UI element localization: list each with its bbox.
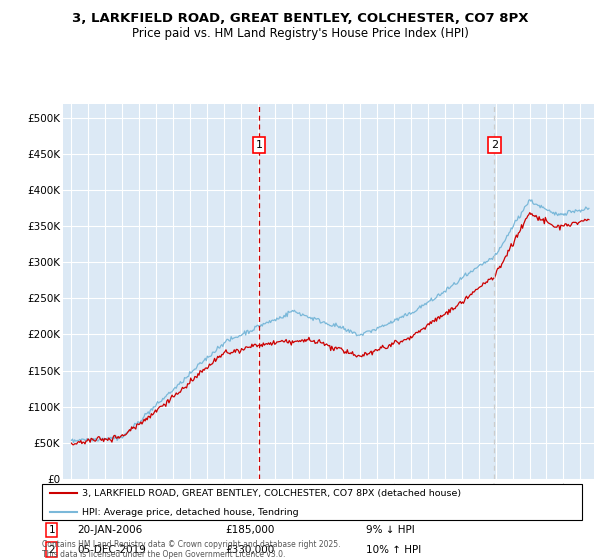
Text: 3, LARKFIELD ROAD, GREAT BENTLEY, COLCHESTER, CO7 8PX: 3, LARKFIELD ROAD, GREAT BENTLEY, COLCHE… xyxy=(72,12,528,25)
Text: Price paid vs. HM Land Registry's House Price Index (HPI): Price paid vs. HM Land Registry's House … xyxy=(131,27,469,40)
Text: 10% ↑ HPI: 10% ↑ HPI xyxy=(366,544,421,554)
Text: 1: 1 xyxy=(49,525,55,535)
FancyBboxPatch shape xyxy=(42,484,582,520)
Text: £185,000: £185,000 xyxy=(226,525,275,535)
Text: 2: 2 xyxy=(491,140,498,150)
Text: HPI: Average price, detached house, Tendring: HPI: Average price, detached house, Tend… xyxy=(83,508,299,517)
Text: 9% ↓ HPI: 9% ↓ HPI xyxy=(366,525,415,535)
Text: 2: 2 xyxy=(49,544,55,554)
Text: Contains HM Land Registry data © Crown copyright and database right 2025.
This d: Contains HM Land Registry data © Crown c… xyxy=(42,540,341,559)
Text: 05-DEC-2019: 05-DEC-2019 xyxy=(77,544,146,554)
Text: 1: 1 xyxy=(256,140,262,150)
Text: 3, LARKFIELD ROAD, GREAT BENTLEY, COLCHESTER, CO7 8PX (detached house): 3, LARKFIELD ROAD, GREAT BENTLEY, COLCHE… xyxy=(83,489,461,498)
Text: 20-JAN-2006: 20-JAN-2006 xyxy=(77,525,142,535)
Text: £330,000: £330,000 xyxy=(226,544,275,554)
